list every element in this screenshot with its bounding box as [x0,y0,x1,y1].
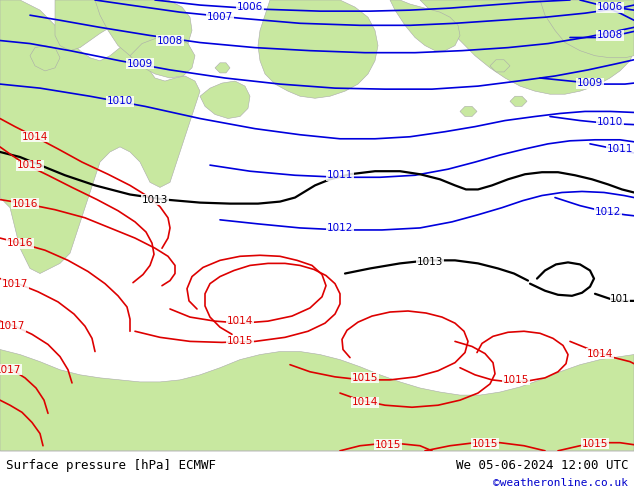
Text: 1010: 1010 [107,97,133,106]
Text: 1010: 1010 [597,117,623,126]
Text: 1012: 1012 [327,223,353,233]
Text: Surface pressure [hPa] ECMWF: Surface pressure [hPa] ECMWF [6,459,216,472]
Polygon shape [510,96,527,106]
Text: 1015: 1015 [17,160,43,170]
Text: 1014: 1014 [587,348,613,359]
Text: 1012: 1012 [595,207,621,217]
Text: We 05-06-2024 12:00 UTC (06+54): We 05-06-2024 12:00 UTC (06+54) [456,459,634,472]
Text: 1013: 1013 [142,195,168,204]
Polygon shape [200,81,250,119]
Polygon shape [95,0,192,66]
Polygon shape [130,37,195,78]
Text: 1015: 1015 [352,373,378,383]
Polygon shape [215,63,230,73]
Text: 1015: 1015 [582,439,608,449]
Text: 1008: 1008 [597,30,623,41]
Text: 1011: 1011 [607,144,633,154]
Polygon shape [0,0,200,273]
Text: 101: 101 [610,294,630,304]
Text: 1015: 1015 [375,440,401,450]
Polygon shape [460,106,477,117]
Text: 1016: 1016 [7,238,33,248]
Text: 1013: 1013 [417,257,443,268]
Text: 1017: 1017 [2,279,28,289]
Polygon shape [420,0,634,94]
Text: 1006: 1006 [237,2,263,12]
Text: 1014: 1014 [227,316,253,326]
Text: 1006: 1006 [597,2,623,12]
Text: 1008: 1008 [157,35,183,46]
Text: 1007: 1007 [207,12,233,22]
Text: 1015: 1015 [503,375,529,385]
Text: 1016: 1016 [12,198,38,209]
Polygon shape [258,0,378,98]
Polygon shape [390,0,460,50]
Text: 1015: 1015 [227,337,253,346]
Text: 1009: 1009 [577,78,603,88]
Polygon shape [30,46,60,71]
Text: 1017: 1017 [0,365,21,375]
Text: 1009: 1009 [127,59,153,69]
Polygon shape [540,0,634,58]
Text: 1015: 1015 [472,439,498,449]
Text: 1014: 1014 [352,397,378,407]
Text: 1017: 1017 [0,321,25,331]
Text: ©weatheronline.co.uk: ©weatheronline.co.uk [493,478,628,488]
Text: 1014: 1014 [22,132,48,142]
Polygon shape [0,349,634,451]
Polygon shape [490,60,510,72]
Polygon shape [55,0,120,50]
Text: 1011: 1011 [327,170,353,180]
